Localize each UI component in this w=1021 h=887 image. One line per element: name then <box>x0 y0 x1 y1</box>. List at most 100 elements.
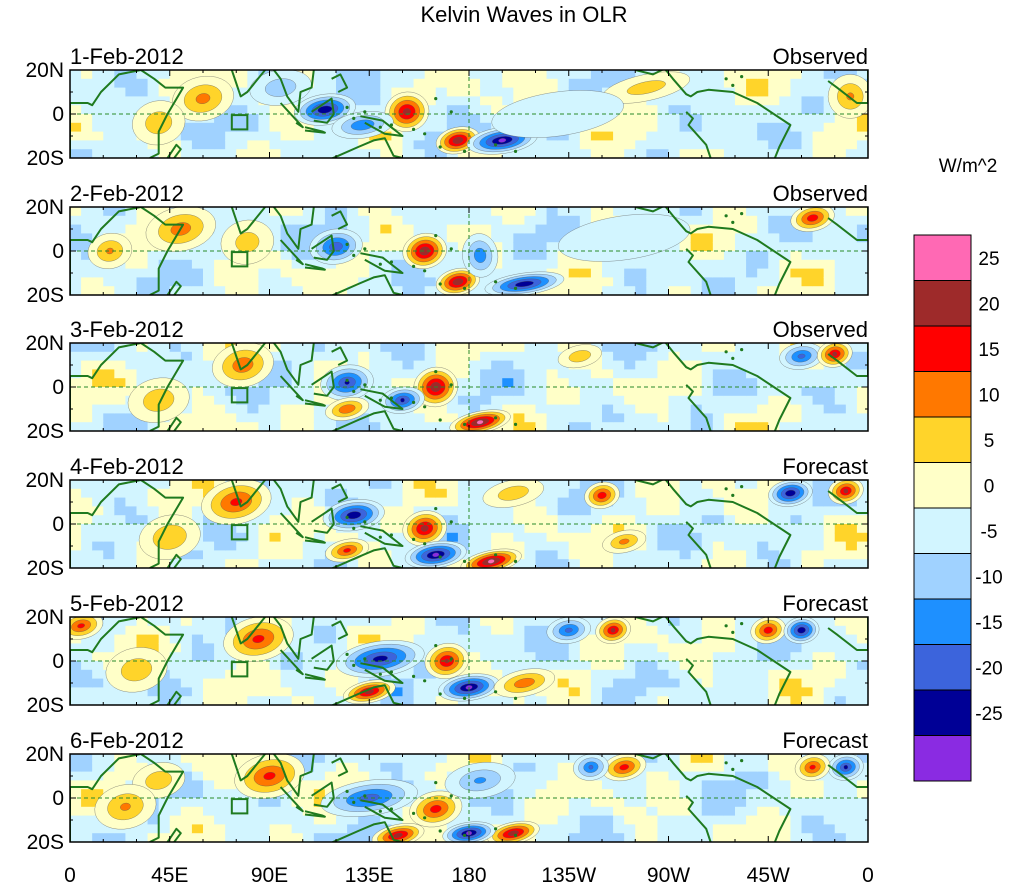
field-cell <box>191 687 204 697</box>
field-cell <box>380 259 393 270</box>
field-cell <box>413 687 426 697</box>
field-cell <box>92 387 104 397</box>
field-cell <box>723 149 736 158</box>
panel-field <box>70 207 868 295</box>
field-cell <box>834 643 847 653</box>
field-cell <box>746 259 758 270</box>
field-cell <box>757 550 769 560</box>
field-cell <box>247 70 260 80</box>
field-cell <box>779 70 792 80</box>
field-cell <box>236 541 248 551</box>
field-cell <box>579 634 592 644</box>
field-cell <box>735 140 747 150</box>
anomaly-blob <box>172 75 234 122</box>
field-cell <box>701 378 714 388</box>
field-cell <box>823 369 836 379</box>
field-cell <box>779 798 792 808</box>
field-cell <box>690 506 703 516</box>
field-cell <box>269 277 282 287</box>
field-cell <box>768 806 780 817</box>
field-cell <box>779 207 792 217</box>
field-cell <box>502 378 514 388</box>
field-cell <box>657 559 670 568</box>
field-cell <box>723 625 736 636</box>
colorbar-swatch <box>913 507 972 554</box>
field-cell <box>92 404 104 414</box>
field-cell <box>435 506 448 516</box>
field-cell <box>247 661 260 671</box>
field-cell <box>535 625 548 636</box>
field-cell <box>834 268 847 278</box>
field-cell <box>701 207 714 217</box>
field-cell <box>679 625 692 636</box>
field-cell <box>579 378 592 388</box>
field-cell <box>114 387 127 397</box>
field-cell <box>735 251 747 261</box>
field-cell <box>823 678 836 688</box>
field-cell <box>535 754 548 764</box>
field-cell <box>557 815 570 825</box>
field-cell <box>557 515 570 525</box>
field-cell <box>457 207 470 217</box>
panel-field <box>70 754 868 842</box>
field-cell <box>856 515 868 525</box>
field-cell <box>568 259 581 270</box>
field-cell <box>635 652 647 662</box>
field-cell <box>812 696 825 705</box>
field-cell <box>302 798 315 808</box>
field-cell <box>225 149 237 158</box>
field-cell <box>790 643 803 653</box>
field-cell <box>70 771 82 781</box>
field-cell <box>557 404 570 414</box>
field-cell <box>103 634 115 644</box>
field-cell <box>513 771 526 781</box>
field-cell <box>236 559 248 568</box>
field-cell <box>336 643 348 653</box>
field-cell <box>469 387 481 397</box>
field-cell <box>790 789 803 799</box>
field-cell <box>856 351 868 362</box>
field-cell <box>568 661 581 671</box>
lat-tick-label: 0 <box>52 650 64 673</box>
field-cell <box>657 661 670 671</box>
field-cell <box>125 488 138 499</box>
field-cell <box>590 824 603 834</box>
field-cell <box>247 524 260 534</box>
field-cell <box>70 687 82 697</box>
field-cell <box>602 833 614 842</box>
field-cell <box>602 506 614 516</box>
field-cell <box>546 422 559 431</box>
field-cell <box>291 669 304 680</box>
field-cell <box>513 696 526 705</box>
field-cell <box>291 251 304 261</box>
field-cell <box>302 360 315 370</box>
field-cell <box>81 78 93 89</box>
field-cell <box>136 550 149 560</box>
field-cell <box>546 780 559 790</box>
field-cell <box>856 215 868 226</box>
field-cell <box>701 70 714 80</box>
field-cell <box>92 541 104 551</box>
field-cell <box>834 669 847 680</box>
field-cell <box>114 550 127 560</box>
field-cell <box>602 207 614 217</box>
field-cell <box>557 824 570 834</box>
field-cell <box>668 259 681 270</box>
field-cell <box>568 789 581 799</box>
lon-tick-label: 0 <box>862 864 874 887</box>
field-cell <box>635 343 647 353</box>
field-cell <box>812 114 825 124</box>
field-cell <box>823 833 836 842</box>
field-cell <box>790 114 803 124</box>
field-cell <box>469 798 481 808</box>
field-cell <box>369 550 381 560</box>
field-cell <box>114 515 127 525</box>
field-cell <box>402 224 415 234</box>
field-cell <box>313 506 326 516</box>
field-cell <box>302 754 315 764</box>
field-cell <box>480 625 492 636</box>
field-cell <box>169 806 182 817</box>
field-cell <box>679 122 692 133</box>
field-cell <box>779 378 792 388</box>
